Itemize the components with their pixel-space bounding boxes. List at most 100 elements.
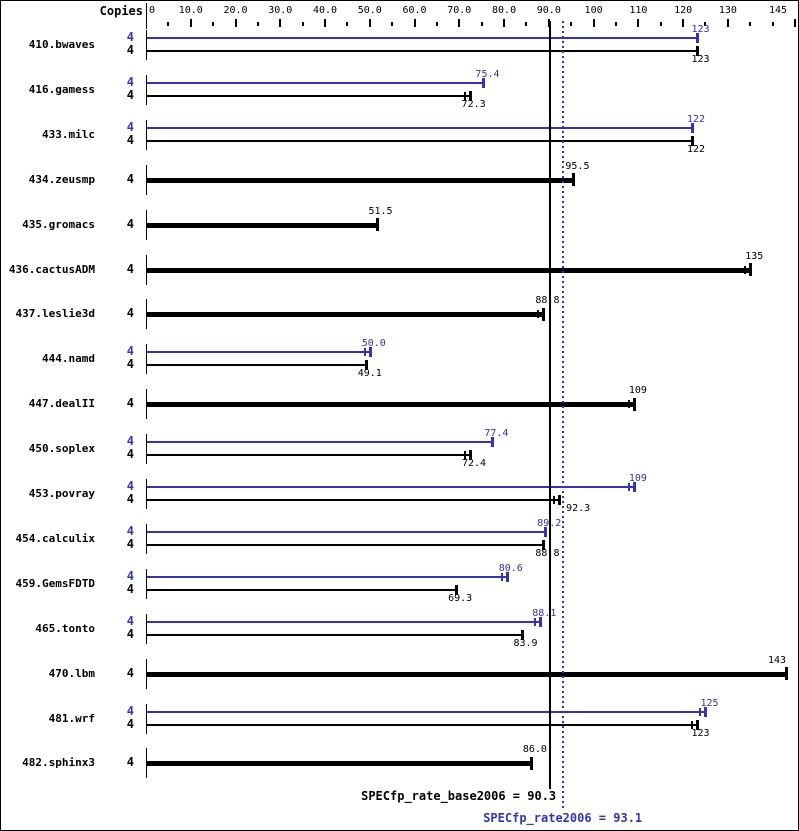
error-range-tick [744, 265, 747, 274]
peak-bar [147, 81, 484, 84]
axis-tick-label: 50.0 [357, 5, 382, 16]
copies-value-peak: 4 [126, 74, 134, 89]
bar-value-label: 109 [628, 385, 647, 397]
bar-end-cap [529, 756, 533, 770]
axis-major-tick [726, 19, 729, 27]
axis-tick-label: 80.0 [492, 5, 517, 16]
bar-end-cap [632, 397, 636, 411]
base-bar [147, 633, 522, 636]
axis-origin-line [146, 74, 147, 105]
axis-tick-label: 10.0 [178, 5, 203, 16]
peak-summary-label: SPECfp_rate2006 = 93.1 [483, 811, 643, 825]
axis-major-tick [234, 19, 237, 27]
benchmark-label: 447.dealII [28, 397, 95, 411]
bar-value-label: 143 [767, 654, 787, 666]
axis-minor-tick [749, 22, 752, 26]
axis-origin-line [146, 254, 147, 285]
axis-tick-label: 40.0 [312, 5, 338, 16]
error-range-tick [463, 91, 466, 100]
bar-value-label: 109 [628, 473, 647, 484]
axis-major-tick [682, 19, 685, 27]
copies-value-peak: 4 [126, 119, 134, 134]
axis-origin-line [146, 748, 147, 779]
benchmark-label: 444.namd [42, 352, 95, 366]
benchmark-label: 436.cactusADM [8, 262, 95, 276]
copies-value-base: 4 [126, 132, 134, 147]
bar-value-label: 86.0 [522, 744, 547, 756]
copies-value-base: 4 [126, 396, 134, 411]
axis-tick-label: 90.0 [536, 5, 561, 16]
bar-value-label: 88.1 [532, 607, 557, 619]
bar-end-cap [691, 122, 695, 133]
error-range-tick [699, 707, 702, 716]
axis-tick-label: 145 [768, 5, 788, 16]
benchmark-label: 435.gromacs [22, 217, 95, 231]
axis-tick-label: 70.0 [447, 5, 472, 16]
axis-origin-line [146, 299, 147, 330]
axis-minor-tick [346, 22, 349, 26]
copies-value-base: 4 [126, 87, 134, 102]
axis-major-tick [637, 19, 640, 27]
base-bar [147, 543, 544, 546]
error-range-tick [363, 348, 366, 357]
axis-origin-line [146, 164, 147, 195]
copies-value-base: 4 [126, 357, 134, 372]
bar-end-cap [544, 526, 548, 537]
bar-end-cap [558, 495, 562, 505]
peak-bar [147, 710, 706, 713]
axis-minor-tick [659, 22, 662, 26]
copies-value-base: 4 [126, 216, 134, 231]
bar-end-cap [572, 173, 576, 187]
axis-tick-label: 120 [674, 5, 693, 16]
copies-value-base: 4 [126, 581, 134, 596]
bar-end-cap [632, 482, 636, 492]
axis-origin-line [146, 30, 147, 60]
bar-value-label: 123 [691, 24, 710, 35]
axis-minor-tick [256, 22, 259, 26]
benchmark-label: 482.sphinx3 [22, 756, 95, 770]
bar-value-label: 95.5 [565, 160, 590, 172]
base-bar [147, 723, 697, 726]
peak-bar [147, 575, 507, 578]
peak-bar [147, 126, 693, 129]
bar-end-cap [704, 706, 708, 717]
axis-major-tick [279, 19, 282, 27]
axis-origin-line [146, 479, 147, 509]
benchmark-label: 450.soplex [28, 442, 95, 456]
copies-value-base: 4 [126, 536, 134, 551]
axis-tick-label: 130 [718, 5, 737, 16]
copies-value-base: 4 [126, 43, 134, 57]
benchmark-label: 410.bwaves [28, 38, 95, 51]
benchmark-label: 459.GemsFDTD [15, 576, 95, 590]
bar-end-cap [505, 571, 509, 582]
bar-value-label: 83.9 [513, 637, 538, 649]
axis-tick-label: 30.0 [268, 5, 293, 16]
bar-end-cap [520, 629, 524, 640]
benchmark-label: 416.gamess [28, 82, 95, 96]
benchmark-label: 465.tonto [35, 621, 95, 635]
axis-tick-label: 20.0 [223, 5, 248, 16]
bar-end-cap [364, 360, 368, 371]
bar-value-label: 92.3 [566, 503, 591, 514]
benchmark-label: 470.lbm [48, 666, 95, 680]
base-bar [147, 671, 787, 677]
axis-origin-line [146, 613, 147, 644]
axis-origin-line [146, 568, 147, 599]
copies-value-peak: 4 [126, 30, 134, 44]
base-bar [147, 454, 471, 457]
error-range-tick [464, 451, 467, 460]
bar-value-label: 80.6 [498, 562, 523, 574]
axis-origin-line [146, 658, 147, 689]
copies-value-base: 4 [126, 626, 134, 641]
base-summary-label: SPECfp_rate_base2006 = 90.3 [361, 789, 557, 803]
copies-value-base: 4 [126, 306, 134, 321]
axis-major-tick [324, 19, 327, 27]
base-mean-line [549, 21, 552, 789]
peak-mean-line [561, 21, 564, 809]
axis-major-tick [413, 19, 416, 27]
peak-bar [147, 486, 634, 488]
bar-value-label: 50.0 [361, 338, 386, 350]
bar-end-cap [455, 584, 459, 595]
axis-origin-line [146, 703, 147, 734]
axis-minor-tick [212, 22, 215, 26]
